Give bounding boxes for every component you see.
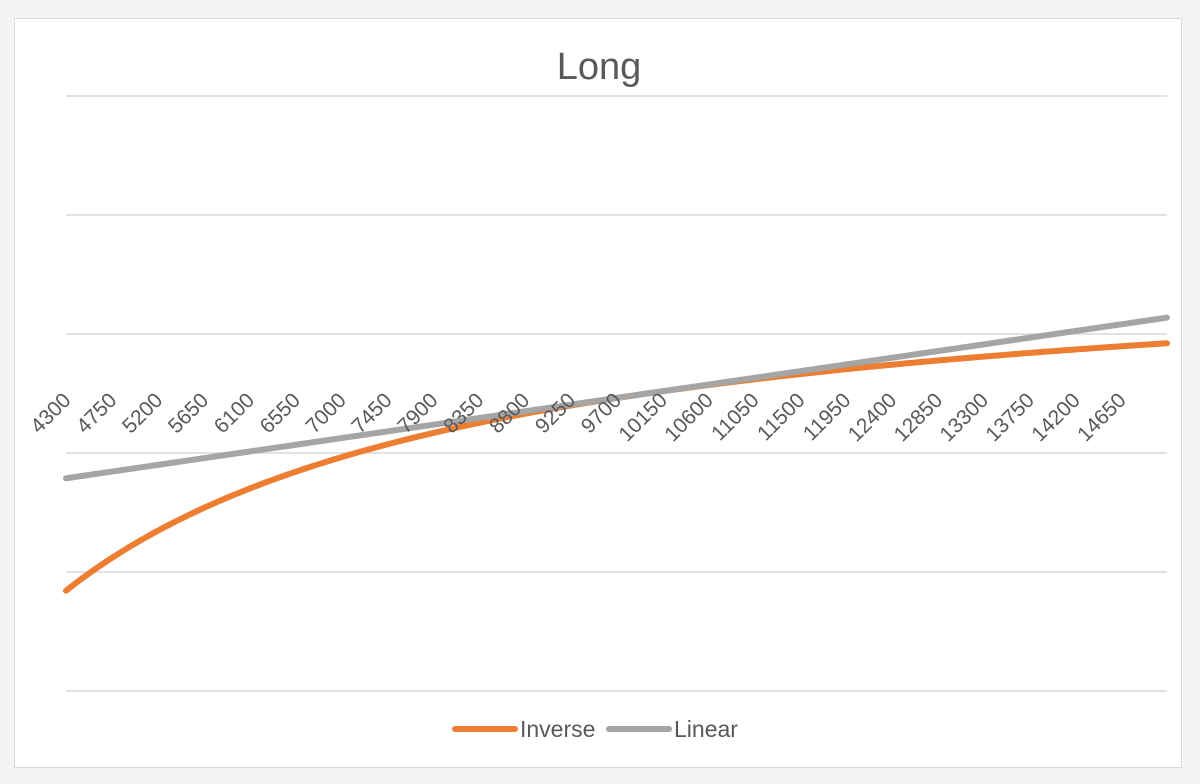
x-tick-labels: 4300475052005650610065507000745079008350… bbox=[26, 389, 1130, 447]
x-tick-label: 13300 bbox=[935, 389, 993, 447]
legend-label-linear: Linear bbox=[674, 716, 738, 742]
x-tick-label: 11950 bbox=[799, 389, 855, 445]
x-tick-label: 11050 bbox=[707, 389, 763, 445]
x-tick-label: 5200 bbox=[118, 389, 167, 438]
x-tick-label: 5650 bbox=[164, 389, 213, 438]
legend-label-inverse: Inverse bbox=[520, 716, 595, 742]
x-tick-label: 6550 bbox=[256, 389, 305, 438]
x-tick-label: 14650 bbox=[1073, 389, 1131, 447]
series-line-inverse bbox=[63, 340, 1170, 594]
chart-title: Long bbox=[557, 46, 642, 88]
x-tick-label: 4750 bbox=[72, 389, 121, 438]
x-tick-label: 11500 bbox=[753, 389, 809, 445]
x-tick-label: 6100 bbox=[210, 389, 259, 438]
x-tick-label: 12850 bbox=[890, 389, 948, 447]
gridlines bbox=[66, 95, 1167, 692]
x-tick-label: 14200 bbox=[1027, 389, 1085, 447]
x-tick-label: 4300 bbox=[26, 389, 75, 438]
x-tick-label: 12400 bbox=[844, 389, 902, 447]
x-tick-label: 7000 bbox=[301, 389, 350, 438]
chart-area: Long 4300 4750 5200 5650 6100 6550 7000 7450 790… bbox=[14, 18, 1182, 768]
legend: Inverse Linear bbox=[452, 716, 738, 742]
x-tick-label: 13750 bbox=[981, 389, 1039, 447]
series-line-linear bbox=[63, 314, 1170, 482]
series-lines bbox=[63, 314, 1170, 594]
chart-svg: Long 43004750520056506100655070007450790… bbox=[26, 46, 1170, 742]
x-tick-label: 9250 bbox=[531, 389, 580, 438]
x-tick-label: 10600 bbox=[660, 389, 718, 447]
